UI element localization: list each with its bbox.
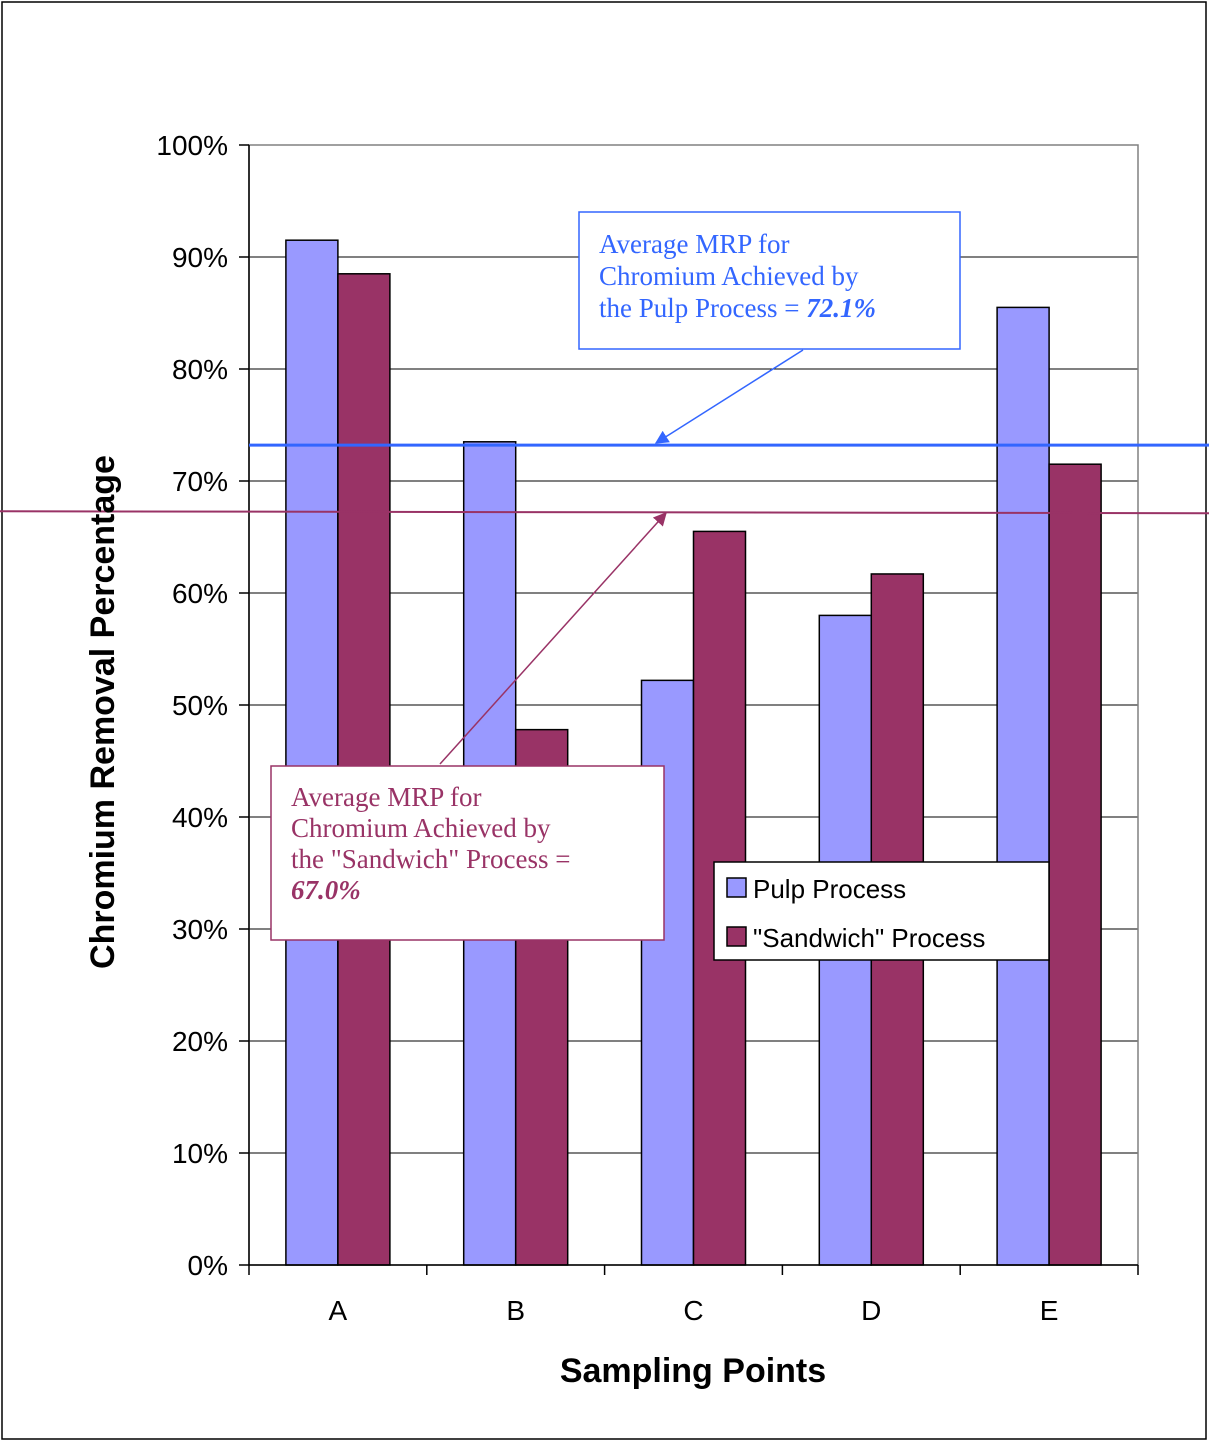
- y-tick-label: 70%: [172, 466, 228, 497]
- x-tick-label: C: [683, 1295, 703, 1326]
- y-tick-label: 100%: [156, 130, 228, 161]
- y-tick-label: 0%: [188, 1250, 228, 1281]
- pulp-annotation-text: Average MRP for Chromium Achieved by the P…: [599, 229, 876, 323]
- pulp-annotation-arrow: [654, 349, 804, 444]
- sandwich-annotation-arrow: [439, 511, 667, 765]
- sandwich-annotation-line: Average MRP for: [291, 782, 481, 812]
- sandwich-annotation-value: 67.0%: [291, 875, 361, 905]
- y-tick-label: 50%: [172, 690, 228, 721]
- y-tick-label: 60%: [172, 578, 228, 609]
- y-tick-label: 80%: [172, 354, 228, 385]
- sandwich-annotation-box: [270, 765, 665, 941]
- y-axis-label: Chromium Removal Percentage: [84, 455, 122, 969]
- legend-label-sandwich: "Sandwich" Process: [753, 923, 985, 953]
- y-tick-label: 20%: [172, 1026, 228, 1057]
- legend: Pulp Process "Sandwich" Process: [713, 861, 1050, 961]
- bar-pulp-A: [285, 239, 339, 1266]
- reference-lines: [0, 443, 1209, 515]
- y-tick-label: 10%: [172, 1138, 228, 1169]
- y-tick-label: 40%: [172, 802, 228, 833]
- pulp-annotation-line: the Pulp Process =: [599, 293, 806, 323]
- legend-box: [713, 861, 1050, 961]
- average-line-sandwich: [0, 510, 1209, 515]
- pulp-annotation-line: Chromium Achieved by: [599, 261, 859, 291]
- y-tick-label: 90%: [172, 242, 228, 273]
- annotations: Average MRP for Chromium Achieved by the P…: [270, 211, 961, 941]
- pulp-annotation-value: 72.1%: [806, 293, 876, 323]
- bar-sandwich-E: [1048, 463, 1102, 1266]
- sandwich-annotation-line: the "Sandwich" Process =: [291, 844, 570, 874]
- y-tick-label: 30%: [172, 914, 228, 945]
- x-tick-label: E: [1040, 1295, 1059, 1326]
- legend-swatch-sandwich: [726, 926, 747, 947]
- axes: 0% 10% 20% 30% 40% 50% 60% 70% 80% 90% 100% A B C D E: [156, 130, 1139, 1326]
- sandwich-annotation-line: Chromium Achieved by: [291, 813, 551, 843]
- x-tick-label: B: [506, 1295, 525, 1326]
- legend-label-pulp: Pulp Process: [753, 874, 906, 904]
- pulp-annotation-box: [578, 211, 961, 350]
- bar-pulp-E: [996, 306, 1050, 1266]
- x-tick-label: A: [329, 1295, 348, 1326]
- pulp-annotation-line: Average MRP for: [599, 229, 789, 259]
- legend-swatch-pulp: [726, 877, 747, 898]
- sandwich-annotation-text: Average MRP for Chromium Achieved by the "…: [291, 782, 570, 905]
- x-axis-label: Sampling Points: [560, 1352, 826, 1390]
- x-tick-label: D: [861, 1295, 881, 1326]
